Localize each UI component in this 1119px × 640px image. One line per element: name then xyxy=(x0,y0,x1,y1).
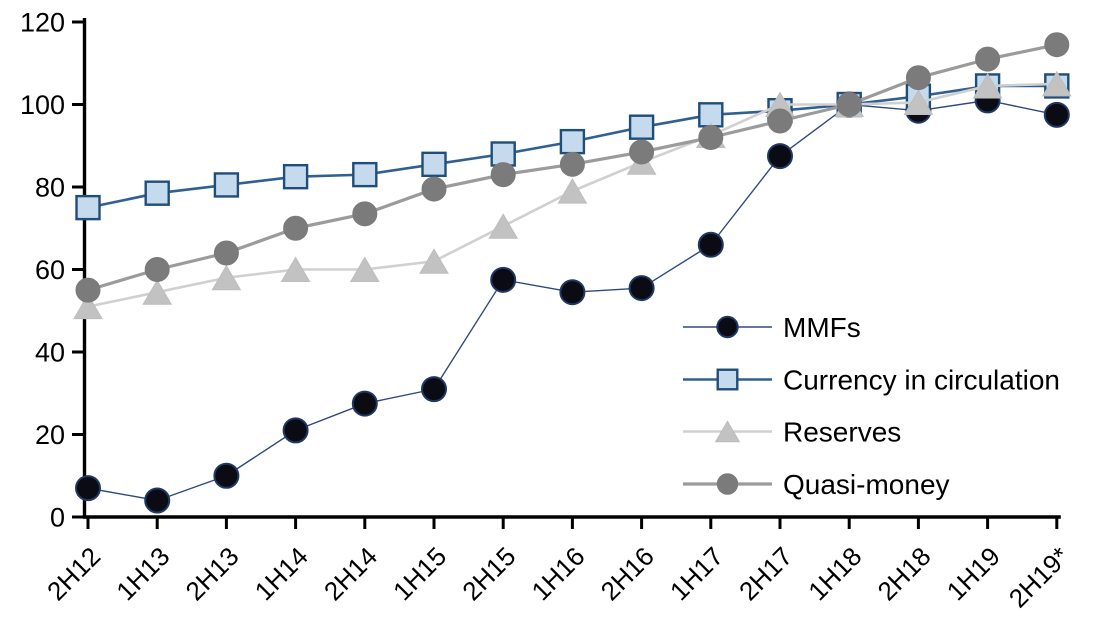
legend: MMFs Currency in circulation Reserves Quasi… xyxy=(683,312,1060,500)
mmfs-marker xyxy=(213,462,240,489)
reserves-marker xyxy=(349,256,380,282)
reserves-marker xyxy=(419,248,449,274)
currency-in-circulation-marker xyxy=(352,161,378,188)
reserves-marker xyxy=(972,72,1003,99)
mmfs-marker xyxy=(767,143,793,170)
reserves-marker xyxy=(488,213,519,239)
quasi-money-marker xyxy=(75,277,101,303)
mmfs-marker xyxy=(75,475,101,502)
reserves-marker xyxy=(280,256,311,282)
legend-label-reserves: Reserves xyxy=(783,417,901,448)
mmfs-legend-marker xyxy=(716,315,739,339)
currency-in-circulation-marker xyxy=(559,128,586,155)
quasi-money-marker xyxy=(629,139,655,165)
legend-item-quasi-money: Quasi-money xyxy=(683,469,950,500)
quasi-money-marker xyxy=(144,257,170,282)
quasi-money-legend-marker xyxy=(716,473,739,495)
mmfs-marker xyxy=(282,417,309,444)
legend-item-reserves: Reserves xyxy=(683,417,901,448)
legend-label-currency-in-circulation: Currency in circulation xyxy=(783,365,1060,396)
quasi-money-marker xyxy=(1044,32,1070,58)
mmfs-marker xyxy=(421,376,447,403)
reserves-legend-marker xyxy=(714,420,741,443)
reserves-marker xyxy=(557,178,588,204)
legend-label-mmfs: MMFs xyxy=(783,312,861,343)
y-tick-label: 100 xyxy=(20,90,65,120)
quasi-money-marker xyxy=(213,240,239,266)
quasi-money-marker xyxy=(975,46,1001,72)
y-tick-label: 60 xyxy=(35,255,65,285)
reserves-marker xyxy=(903,89,934,115)
reserves-marker xyxy=(1041,70,1072,97)
y-tick-label: 40 xyxy=(35,338,65,368)
y-tick-label: 80 xyxy=(35,173,65,203)
quasi-money-marker xyxy=(767,108,793,134)
quasi-money-marker xyxy=(421,176,447,202)
currency-in-circulation-marker xyxy=(144,180,170,206)
quasi-money-marker xyxy=(352,201,378,227)
legend-item-currency-in-circulation: Currency in circulation xyxy=(683,365,1060,396)
currency-in-circulation-legend-marker xyxy=(716,368,739,391)
reserves-marker xyxy=(211,264,242,291)
mmfs-marker xyxy=(628,275,655,302)
reserves-marker xyxy=(142,279,173,305)
y-tick-label: 0 xyxy=(50,503,65,533)
quasi-money-marker xyxy=(905,65,931,91)
legend-item-mmfs: MMFs xyxy=(683,312,861,343)
quasi-money-marker xyxy=(559,151,585,177)
mmfs-marker xyxy=(351,390,378,417)
quasi-money-marker xyxy=(836,92,862,117)
mmfs-marker xyxy=(144,487,171,514)
quasi-money-marker xyxy=(490,162,516,188)
mmfs-marker xyxy=(1043,101,1070,128)
quasi-money-marker xyxy=(698,125,724,150)
y-tick-label: 20 xyxy=(35,420,65,450)
series-quasi-money xyxy=(75,32,1070,303)
y-tick-label: 120 xyxy=(20,8,65,38)
currency-in-circulation-marker xyxy=(213,172,240,198)
mmfs-marker xyxy=(559,279,586,306)
mmfs-marker xyxy=(490,266,517,293)
reserves-marker xyxy=(73,293,103,320)
currency-in-circulation-marker xyxy=(75,194,101,221)
mmfs-marker xyxy=(697,231,724,258)
quasi-money-marker xyxy=(283,215,309,241)
currency-in-circulation-marker xyxy=(490,141,516,167)
currency-in-circulation-marker xyxy=(421,151,447,178)
currency-in-circulation-marker xyxy=(282,163,309,190)
legend-label-quasi-money: Quasi-money xyxy=(783,469,950,500)
currency-in-circulation-marker xyxy=(628,114,655,140)
